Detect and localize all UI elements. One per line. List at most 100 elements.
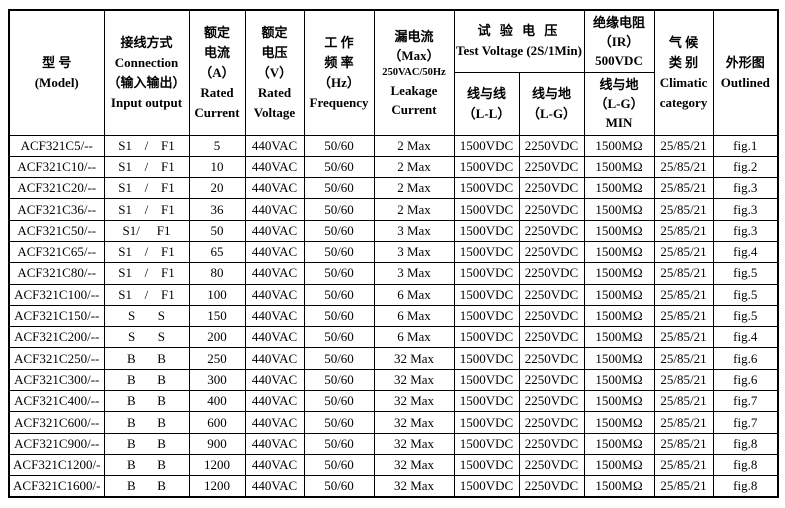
cell-rated-voltage: 440VAC [244,198,305,221]
cell-model: ACF321C1200/- [8,453,105,477]
connection-value: S1 / F1 [106,159,188,175]
cell-rated-current: 300 [188,368,246,392]
cell-model: ACF321C150/-- [8,304,105,328]
cell-model: ACF321C200/-- [8,326,105,349]
connection-part: / [144,137,149,153]
connection-part: B [157,414,166,430]
cell-insulation-resistance: 1500MΩ [583,155,655,179]
cell-leakage-current: 32 Max [373,390,455,413]
cell-test-voltage-lg: 2250VDC [518,219,585,242]
cell-model: ACF321C20/-- [8,177,105,200]
table-row: ACF321C1600/- B B 1200 440VAC 50/60 32 Max 1500… [8,475,779,498]
cell-frequency: 50/60 [303,326,375,349]
cell-rated-current: 10 [188,155,246,179]
cell-test-voltage-lg: 2250VDC [518,240,585,264]
cell-test-voltage-lg: 2250VDC [518,134,585,157]
cell-model: ACF321C100/-- [8,283,105,306]
cell-leakage-current: 2 Max [373,177,455,200]
cell-rated-voltage: 440VAC [244,411,305,434]
cell-rated-voltage: 440VAC [244,390,305,413]
connection-part: B [127,478,136,494]
cell-rated-voltage: 440VAC [244,432,305,455]
table-row: ACF321C5/-- S1 / F1 5 440VAC 50/60 2 Max 1500VDC… [8,134,779,157]
cell-connection: S1/F1 [103,198,190,221]
cell-model: ACF321C1600/- [8,475,105,498]
cell-climatic-category: 25/85/21 [653,347,714,370]
table-row: ACF321C80/-- S1 / F1 80 440VAC 50/60 3 Max 1500V… [8,262,779,285]
cell-insulation-resistance: 1500MΩ [583,262,655,285]
cell-frequency: 50/60 [303,240,375,264]
connection-part: B [127,350,136,366]
cell-leakage-current: 32 Max [373,475,455,498]
cell-climatic-category: 25/85/21 [653,155,714,179]
cell-frequency: 50/60 [303,432,375,455]
cell-outline-fig: fig.7 [712,411,779,434]
cell-outline-fig: fig.5 [712,304,779,328]
spec-table: 型 号 (Model) 接线方式 Connection （输入输出） Input… [8,9,780,499]
cell-leakage-current: 32 Max [373,368,455,392]
connection-part: S1 [118,244,132,260]
cell-insulation-resistance: 1500MΩ [583,198,655,221]
cell-connection: S1/F1 [103,134,190,157]
connection-part: F1 [161,201,175,217]
cell-leakage-current: 32 Max [373,453,455,477]
cell-test-voltage-ll: 1500VDC [453,198,520,221]
cell-rated-voltage: 440VAC [244,304,305,328]
cell-rated-voltage: 440VAC [244,475,305,498]
cell-connection: S1/F1 [103,155,190,179]
cell-insulation-resistance: 1500MΩ [583,134,655,157]
cell-leakage-current: 6 Max [373,283,455,306]
connection-part: S [128,329,136,345]
table-body: ACF321C5/-- S1/F1 5 440VAC 50/60 2 Max 1500VDC… [8,134,779,498]
connection-part: / [144,265,149,281]
cell-connection: S1/F1 [103,219,190,242]
cell-frequency: 50/60 [303,390,375,413]
cell-test-voltage-ll: 1500VDC [453,453,520,477]
connection-part: F1 [161,265,175,281]
cell-rated-current: 600 [188,411,246,434]
cell-outline-fig: fig.4 [712,326,779,349]
connection-part: / [144,244,149,260]
connection-part: B [127,457,136,473]
cell-test-voltage-ll: 1500VDC [453,411,520,434]
table-row: ACF321C250/-- B B 250 440VAC 50/60 32 Max 1500V… [8,347,779,370]
cell-leakage-current: 32 Max [373,432,455,455]
cell-frequency: 50/60 [303,304,375,328]
table-row: ACF321C1200/- B B 1200 440VAC 50/60 32 Max 1500… [8,453,779,477]
cell-connection: S1/F1 [103,240,190,264]
cell-leakage-current: 2 Max [373,155,455,179]
cell-insulation-resistance: 1500MΩ [583,177,655,200]
table-row: ACF321C20/-- S1 / F1 20 440VAC 50/60 2 Max 1500V… [8,177,779,200]
cell-test-voltage-ll: 1500VDC [453,475,520,498]
cell-leakage-current: 32 Max [373,411,455,434]
header-climatic-category: 气 候 类 别 Climatic category [653,9,714,136]
connection-part: F1 [161,158,175,174]
connection-part: S1 [118,286,132,302]
cell-test-voltage-ll: 1500VDC [453,283,520,306]
cell-rated-current: 250 [188,347,246,370]
table-row: ACF321C10/-- S1 / F1 10 440VAC 50/60 2 Max 1500V… [8,155,779,179]
cell-outline-fig: fig.8 [712,432,779,455]
cell-insulation-resistance: 1500MΩ [583,368,655,392]
cell-frequency: 50/60 [303,347,375,370]
connection-part: / [144,158,149,174]
connection-part: B [127,414,136,430]
connection-part: B [157,457,166,473]
cell-rated-voltage: 440VAC [244,326,305,349]
header-rated-current: 额定 电流 （A） Rated Current [188,9,246,136]
cell-insulation-resistance: 1500MΩ [583,240,655,264]
cell-climatic-category: 25/85/21 [653,240,714,264]
connection-value: S1 / F1 [106,244,188,260]
cell-insulation-resistance: 1500MΩ [583,283,655,306]
connection-part: S [157,329,165,345]
table-header: 型 号 (Model) 接线方式 Connection （输入输出） Input… [8,9,779,136]
cell-model: ACF321C50/-- [8,219,105,242]
cell-rated-current: 50 [188,219,246,242]
header-model: 型 号 (Model) [8,9,105,136]
